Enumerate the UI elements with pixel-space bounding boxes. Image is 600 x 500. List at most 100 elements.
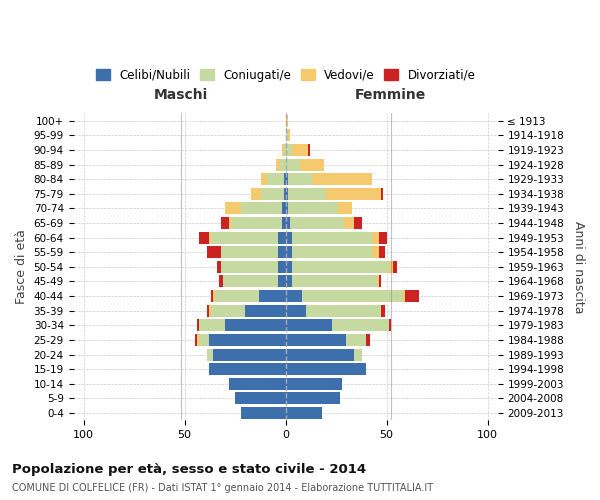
Bar <box>373 232 379 243</box>
Bar <box>280 158 286 170</box>
Bar <box>287 130 290 141</box>
Bar <box>209 334 286 346</box>
Bar <box>287 202 338 214</box>
Bar <box>287 173 312 185</box>
Bar <box>284 173 286 185</box>
Bar <box>379 232 386 243</box>
Bar <box>219 276 223 287</box>
Bar <box>278 232 286 243</box>
Bar <box>286 202 287 214</box>
Bar <box>312 173 373 185</box>
Bar <box>211 290 213 302</box>
Bar <box>379 276 380 287</box>
Bar <box>278 246 286 258</box>
Bar <box>344 217 354 229</box>
Bar <box>197 334 199 346</box>
Bar <box>367 334 370 346</box>
Bar <box>354 217 362 229</box>
Bar <box>286 114 287 126</box>
Bar <box>405 290 419 302</box>
Bar <box>213 348 286 360</box>
Y-axis label: Anni di nascita: Anni di nascita <box>572 220 585 313</box>
Bar <box>380 188 383 200</box>
Bar <box>346 334 367 346</box>
Bar <box>207 246 221 258</box>
Bar <box>286 392 340 404</box>
Bar <box>389 320 391 332</box>
Bar <box>268 173 284 185</box>
Bar <box>306 304 380 316</box>
Bar <box>209 232 211 243</box>
Bar <box>302 290 403 302</box>
Bar <box>326 188 380 200</box>
Bar <box>213 290 215 302</box>
Bar <box>286 232 292 243</box>
Bar <box>380 304 385 316</box>
Bar <box>373 246 379 258</box>
Bar <box>211 304 245 316</box>
Bar <box>209 363 286 375</box>
Bar <box>286 188 287 200</box>
Bar <box>332 320 389 332</box>
Bar <box>281 144 284 156</box>
Text: COMUNE DI COLFELICE (FR) - Dati ISTAT 1° gennaio 2014 - Elaborazione TUTTITALIA.: COMUNE DI COLFELICE (FR) - Dati ISTAT 1°… <box>12 483 433 493</box>
Bar <box>286 348 354 360</box>
Bar <box>286 320 332 332</box>
Bar <box>284 188 286 200</box>
Bar <box>211 232 278 243</box>
Bar <box>225 202 241 214</box>
Bar <box>241 202 281 214</box>
Bar <box>286 158 300 170</box>
Bar <box>217 261 221 273</box>
Bar <box>286 290 302 302</box>
Bar <box>281 202 286 214</box>
Bar <box>286 144 292 156</box>
Bar <box>403 290 405 302</box>
Bar <box>229 378 286 390</box>
Bar <box>235 392 286 404</box>
Bar <box>338 202 352 214</box>
Bar <box>377 276 379 287</box>
Bar <box>286 334 346 346</box>
Bar <box>209 304 211 316</box>
Bar <box>292 276 377 287</box>
Bar <box>278 276 286 287</box>
Bar <box>262 173 268 185</box>
Bar <box>292 261 389 273</box>
Bar <box>221 217 229 229</box>
Bar <box>195 334 197 346</box>
Bar <box>287 188 326 200</box>
Bar <box>292 144 308 156</box>
Bar <box>199 232 209 243</box>
Text: Maschi: Maschi <box>154 88 208 102</box>
Bar <box>245 304 286 316</box>
Bar <box>281 217 286 229</box>
Bar <box>262 188 284 200</box>
Bar <box>207 348 213 360</box>
Bar <box>251 188 262 200</box>
Bar <box>354 348 362 360</box>
Bar <box>286 130 287 141</box>
Bar <box>197 320 199 332</box>
Bar <box>286 173 287 185</box>
Bar <box>286 261 292 273</box>
Bar <box>223 276 278 287</box>
Bar <box>286 407 322 419</box>
Bar <box>229 217 231 229</box>
Bar <box>207 304 209 316</box>
Legend: Celibi/Nubili, Coniugati/e, Vedovi/e, Divorziati/e: Celibi/Nubili, Coniugati/e, Vedovi/e, Di… <box>91 64 481 86</box>
Bar <box>286 304 306 316</box>
Bar <box>221 246 278 258</box>
Bar <box>286 276 292 287</box>
Bar <box>199 320 225 332</box>
Text: Femmine: Femmine <box>355 88 426 102</box>
Bar <box>292 232 373 243</box>
Bar <box>278 261 286 273</box>
Bar <box>286 378 342 390</box>
Bar <box>259 290 286 302</box>
Bar <box>275 158 280 170</box>
Bar <box>389 261 392 273</box>
Bar <box>225 320 286 332</box>
Bar <box>379 246 385 258</box>
Bar <box>221 261 278 273</box>
